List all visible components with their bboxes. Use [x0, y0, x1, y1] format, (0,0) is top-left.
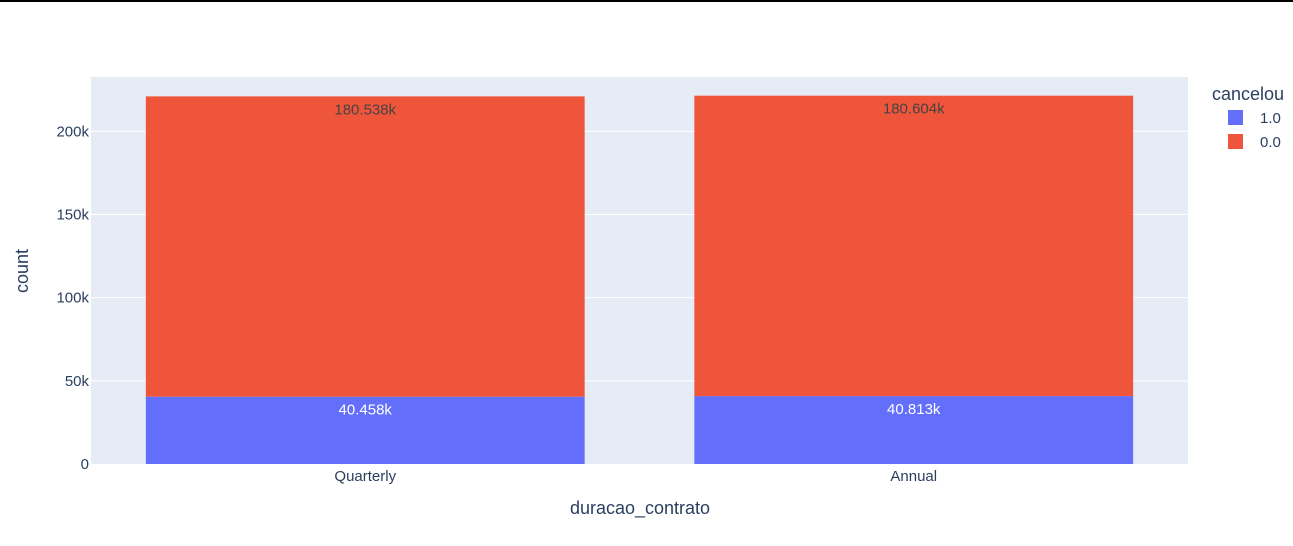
bar-series-0.0-quarterly[interactable]: [145, 96, 585, 397]
x-tick-label: Quarterly: [334, 468, 396, 485]
y-tick-label: 50k: [65, 373, 90, 390]
legend-title: cancelou: [1212, 84, 1284, 104]
bar-value-label: 180.604k: [883, 101, 945, 118]
legend-item-label[interactable]: 0.0: [1260, 134, 1281, 151]
bar-series-0.0-annual[interactable]: [694, 95, 1134, 397]
top-border: [0, 0, 1293, 2]
bars: [145, 95, 1134, 464]
x-axis-title: duracao_contrato: [570, 498, 710, 519]
bar-labels: 40.458k 180.538k 40.813k 180.604k: [334, 101, 945, 419]
y-tick-labels: 0 50k 100k 150k 200k: [56, 123, 89, 473]
bar-value-label: 40.458k: [339, 402, 393, 419]
y-tick-label: 0: [81, 456, 89, 473]
x-tick-labels: Quarterly Annual: [334, 468, 937, 485]
legend: cancelou 1.0 0.0: [1212, 84, 1284, 151]
y-tick-label: 150k: [56, 206, 89, 223]
legend-item-label[interactable]: 1.0: [1260, 110, 1281, 127]
bar-value-label: 180.538k: [334, 101, 396, 118]
legend-swatch[interactable]: [1228, 110, 1243, 125]
bar-value-label: 40.813k: [887, 401, 941, 418]
y-tick-label: 200k: [56, 123, 89, 140]
bar-series-1.0-quarterly[interactable]: [145, 396, 585, 464]
x-tick-label: Annual: [890, 468, 937, 485]
bar-series-1.0-annual[interactable]: [694, 396, 1134, 464]
y-tick-label: 100k: [56, 290, 89, 307]
legend-swatch[interactable]: [1228, 134, 1243, 149]
y-axis-title: count: [12, 249, 32, 293]
